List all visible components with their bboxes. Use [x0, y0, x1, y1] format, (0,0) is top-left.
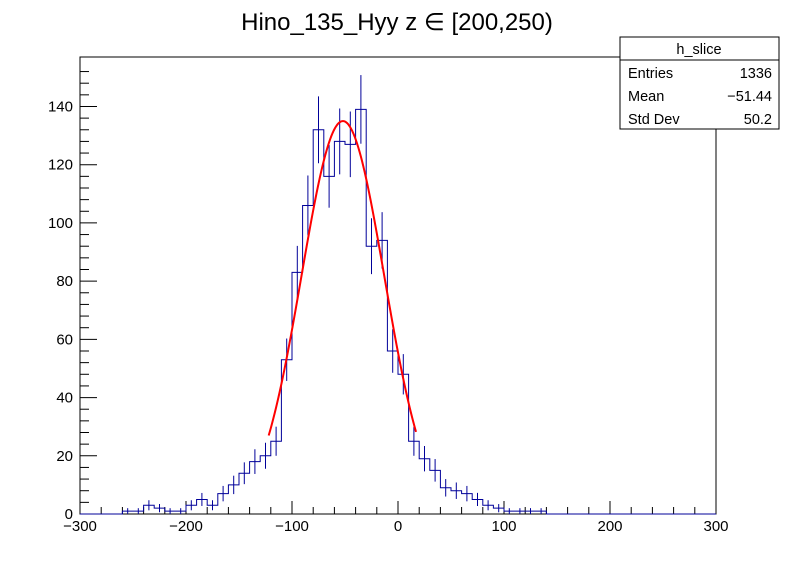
y-tick-label: 60 — [56, 331, 73, 348]
x-tick-label: 0 — [394, 518, 402, 535]
axis-ticks — [79, 71, 717, 515]
x-tick-label: 200 — [597, 518, 622, 535]
stats-mean-value: −51.44 — [727, 89, 772, 105]
y-tick-label: 100 — [48, 215, 73, 232]
x-tick-label: 100 — [491, 518, 516, 535]
y-tick-label: 40 — [56, 390, 73, 407]
stats-mean-label: Mean — [628, 89, 664, 105]
gaussian-fit-curve — [267, 120, 417, 436]
x-tick-label: −100 — [275, 518, 309, 535]
y-tick-label: 20 — [56, 448, 73, 465]
x-tick-label: −300 — [63, 518, 97, 535]
histogram-outline — [80, 108, 716, 515]
stats-entries-label: Entries — [628, 66, 673, 82]
stats-box: h_slice Entries 1336 Mean −51.44 Std Dev… — [619, 36, 780, 130]
y-tick-label: 120 — [48, 157, 73, 174]
stats-entries-value: 1336 — [740, 66, 772, 82]
x-tick-labels: −300 −200 −100 0 100 200 300 — [63, 518, 728, 535]
chart-title: Hino_135_Hyy z ∈ [200,250) — [241, 9, 553, 36]
x-tick-label: −200 — [169, 518, 203, 535]
stats-box-title: h_slice — [676, 42, 721, 58]
stats-stddev-label: Std Dev — [628, 112, 680, 128]
x-tick-label: 300 — [703, 518, 728, 535]
y-tick-label: 140 — [48, 98, 73, 115]
stats-stddev-value: 50.2 — [744, 112, 772, 128]
y-tick-labels: 0 20 40 60 80 100 120 140 — [48, 98, 73, 523]
y-tick-label: 80 — [56, 273, 73, 290]
y-tick-label: 0 — [65, 506, 73, 523]
